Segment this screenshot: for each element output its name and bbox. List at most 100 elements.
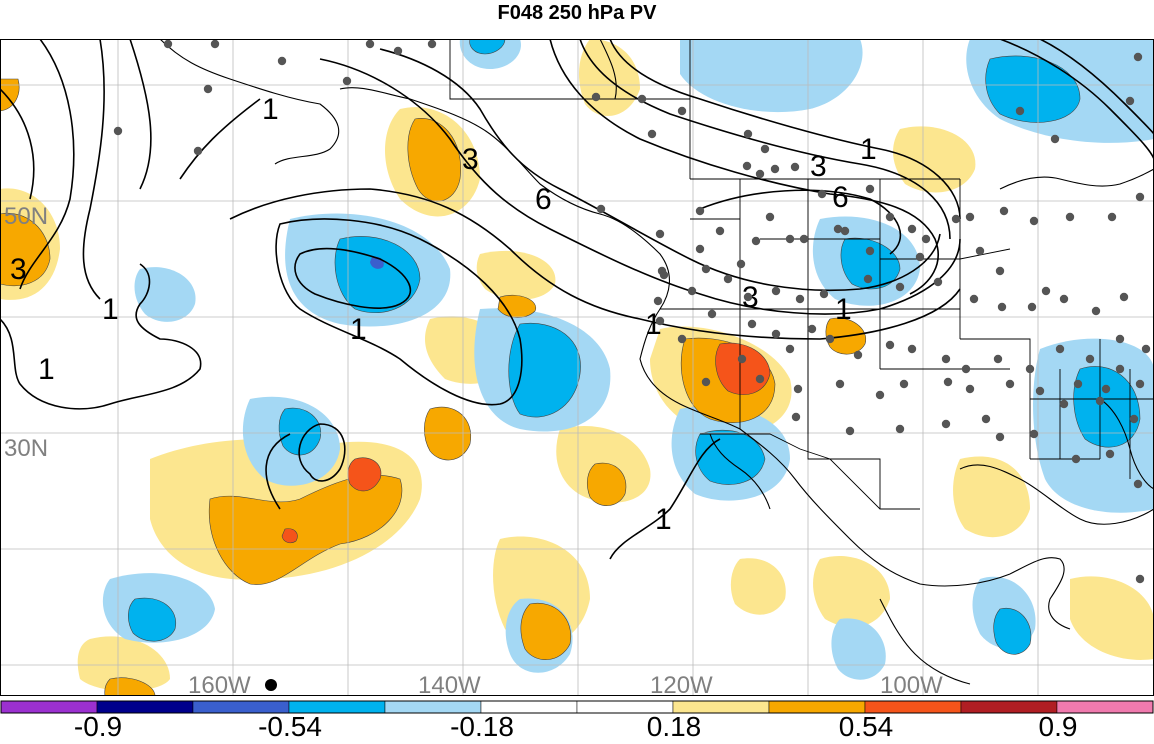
axis-labels: 50N 30N 160W 140W 120W 100W — [4, 203, 943, 699]
station-markers — [113, 39, 1151, 584]
station-dot — [1107, 212, 1117, 222]
station-dot — [1071, 454, 1081, 464]
station-dot — [1059, 294, 1069, 304]
lon-label-160w: 160W — [188, 672, 251, 696]
station-dot — [965, 384, 975, 394]
station-dot — [342, 76, 352, 86]
plot-title: F048 250 hPa PV — [497, 2, 657, 24]
station-dot — [975, 246, 985, 256]
station-dot — [677, 106, 687, 116]
contour-label: 1 — [350, 313, 367, 346]
pv-shading-neg-mid — [128, 38, 1141, 655]
lat-lon-grid — [0, 39, 1154, 696]
colorbar-tick-label: 0.9 — [1039, 711, 1078, 739]
station-dot — [943, 377, 953, 387]
station-dot — [1025, 364, 1035, 374]
station-dot — [885, 212, 895, 222]
station-dot — [865, 184, 875, 194]
station-dot — [701, 377, 711, 387]
pv-shading-pos-strong — [281, 342, 771, 544]
station-dot — [393, 46, 403, 56]
station-dot — [1135, 192, 1145, 202]
colorbar-tick-label: -0.9 — [74, 711, 122, 739]
colorbar-frame — [0, 700, 1154, 714]
station-dot — [1133, 479, 1143, 489]
station-dot — [833, 224, 843, 234]
station-dot — [715, 226, 725, 236]
station-dot — [1135, 379, 1145, 389]
station-dot — [1027, 302, 1037, 312]
station-dot — [1141, 344, 1151, 354]
pv-map: 1 3 6 1 3 6 3 1 1 1 1 1 3 1 50N 30N 160W… — [0, 38, 1154, 699]
station-dot — [1065, 212, 1075, 222]
station-dot — [875, 390, 885, 400]
lon-label-140w: 140W — [418, 672, 481, 696]
station-dot — [751, 236, 761, 246]
station-dot — [701, 264, 711, 274]
station-dot — [193, 146, 203, 156]
lat-label-50n: 50N — [4, 203, 48, 230]
map-panel: 1 3 6 1 3 6 3 1 1 1 1 1 3 1 50N 30N 160W… — [0, 38, 1154, 699]
station-dot — [993, 354, 1003, 364]
station-dot — [737, 354, 747, 364]
contour-label: 3 — [810, 150, 827, 183]
station-dot — [1095, 396, 1105, 406]
contour-label: 1 — [835, 293, 852, 326]
station-dot — [1073, 379, 1083, 389]
lon-label-100w: 100W — [880, 672, 943, 696]
station-dot — [785, 234, 795, 244]
station-dot — [1085, 354, 1095, 364]
station-dot — [999, 206, 1009, 216]
station-dot — [755, 374, 765, 384]
colorbar-tick-label: -0.18 — [450, 711, 514, 739]
station-dot — [995, 266, 1005, 276]
station-dot — [743, 129, 753, 139]
station-dot — [1129, 414, 1139, 424]
station-dot — [760, 144, 770, 154]
contour-labels: 1 3 6 1 3 6 3 1 1 1 1 1 3 1 — [10, 93, 877, 536]
station-dot — [1005, 379, 1015, 389]
station-dot — [899, 379, 909, 389]
station-dot — [659, 270, 669, 280]
colorbar-tick-label: -0.54 — [258, 711, 322, 739]
station-dot — [1105, 449, 1115, 459]
station-dot — [736, 259, 746, 269]
station-dot — [653, 296, 663, 306]
station-dot — [1050, 134, 1060, 144]
station-dot — [790, 162, 800, 172]
station-dot — [742, 161, 752, 171]
contour-label: 3 — [10, 253, 27, 286]
contour-label: 1 — [645, 308, 662, 341]
station-dot — [791, 412, 801, 422]
station-dot — [113, 126, 123, 136]
station-dot — [933, 277, 943, 287]
contour-label: 1 — [102, 293, 119, 326]
station-dot — [895, 282, 905, 292]
station-dot — [1115, 364, 1125, 374]
station-dot — [210, 39, 220, 49]
contour-label: 1 — [38, 353, 55, 386]
contour-label: 6 — [535, 183, 552, 216]
station-dot — [695, 244, 705, 254]
station-dot — [817, 189, 827, 199]
contour-label: 6 — [832, 181, 849, 214]
station-dot — [1055, 344, 1065, 354]
colorbar: -0.9 -0.54 -0.18 0.18 0.54 0.9 — [0, 696, 1154, 742]
station-dot — [997, 302, 1007, 312]
station-dot — [765, 212, 775, 222]
contour-label: 1 — [860, 133, 877, 166]
station-dot — [747, 319, 757, 329]
station-dot — [907, 344, 917, 354]
station-dot — [845, 426, 855, 436]
lat-label-30n: 30N — [4, 435, 48, 462]
station-dot — [655, 316, 665, 326]
station-dot — [771, 329, 781, 339]
colorbar-tick-label: 0.54 — [839, 711, 894, 739]
contour-label: 1 — [655, 503, 672, 536]
station-dot — [723, 274, 733, 284]
station-dot — [885, 340, 895, 350]
location-marker — [265, 679, 277, 691]
pv-shading — [0, 38, 1154, 697]
station-dot — [995, 432, 1005, 442]
station-dot — [1029, 216, 1039, 226]
